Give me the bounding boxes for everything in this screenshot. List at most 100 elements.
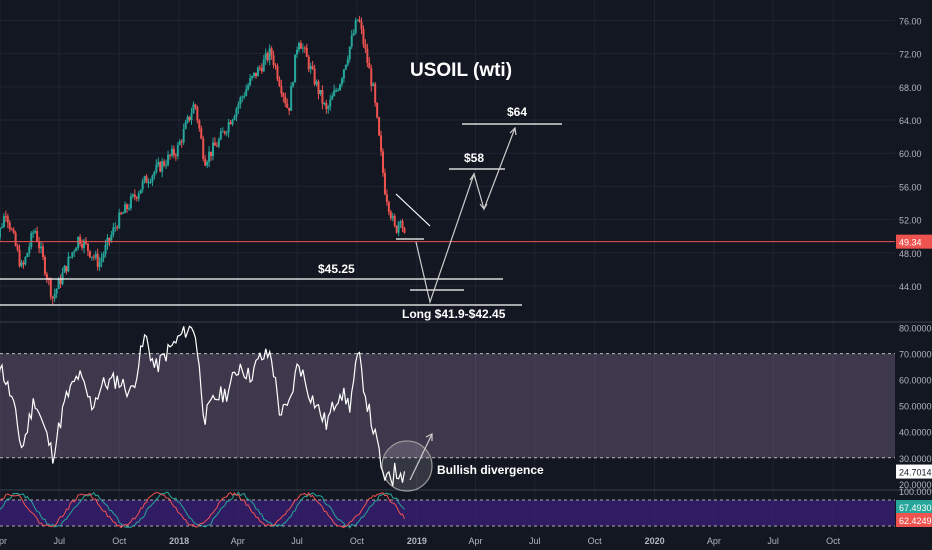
candle-body xyxy=(258,67,261,69)
candles xyxy=(0,15,406,305)
candle-body xyxy=(165,165,168,167)
candle-body xyxy=(342,69,345,79)
candle-body xyxy=(172,148,175,156)
candle-body xyxy=(272,55,275,66)
candle-body xyxy=(114,227,117,229)
candle-body xyxy=(305,47,308,57)
candle-body xyxy=(376,102,379,118)
candle-body xyxy=(210,151,213,156)
candle-body xyxy=(124,204,127,214)
candle-body xyxy=(0,227,3,229)
candle-body xyxy=(90,256,93,258)
stoch-lines xyxy=(0,491,405,529)
candle-body xyxy=(155,164,158,172)
wedge-top-line xyxy=(395,193,431,227)
candle-body xyxy=(397,222,400,233)
price-axis-label: 56.00 xyxy=(899,182,922,192)
candle-body xyxy=(270,48,273,56)
price-axis-label: 68.00 xyxy=(899,83,922,93)
rsi-axis-label: 30.0000 xyxy=(899,454,932,464)
candle-body xyxy=(118,212,121,229)
candle-body xyxy=(401,221,404,229)
candle-body xyxy=(245,89,248,96)
price-axis-label: 52.00 xyxy=(899,216,922,226)
candle-body xyxy=(370,68,373,86)
candle-body xyxy=(94,253,97,258)
price-axis-label: 72.00 xyxy=(899,50,922,60)
candle-body xyxy=(104,244,107,255)
candle-body xyxy=(206,161,209,166)
candle-body xyxy=(18,249,21,267)
time-axis-label: Apr xyxy=(707,536,721,546)
candle-body xyxy=(45,274,48,279)
candle-body xyxy=(98,262,101,267)
candle-body xyxy=(274,65,277,67)
candle-body xyxy=(372,83,375,86)
candle-body xyxy=(247,85,250,90)
candle-body xyxy=(59,278,62,284)
candle-body xyxy=(6,216,9,223)
candle-body xyxy=(307,56,310,70)
candle-body xyxy=(161,161,164,172)
candle-body xyxy=(38,241,41,249)
label-target-58: $58 xyxy=(464,151,484,165)
candle-body xyxy=(329,99,332,107)
candle-body xyxy=(286,103,289,108)
candle-body xyxy=(149,181,152,183)
time-axis-label: 2020 xyxy=(645,536,665,546)
candle-body xyxy=(131,194,134,197)
divergence-circle xyxy=(381,440,433,492)
candle-body xyxy=(213,142,216,146)
candle-body xyxy=(346,59,349,65)
candle-body xyxy=(233,116,236,120)
candle-body xyxy=(102,254,105,259)
candle-body xyxy=(0,227,1,238)
candle-body xyxy=(296,49,299,55)
time-axis[interactable]: Apr Jul Oct 2018 Apr Jul Oct 2019 Apr Jul Oct 2020 A… xyxy=(0,536,841,546)
candle-body xyxy=(358,19,361,22)
candle-body xyxy=(389,211,392,219)
candle-body xyxy=(16,245,19,250)
candle-body xyxy=(243,95,246,97)
rsi-axis-label: 70.0000 xyxy=(899,350,932,360)
candle-body xyxy=(385,194,388,202)
time-axis-label: Jul xyxy=(291,536,303,546)
candle-body xyxy=(219,131,222,140)
candle-body xyxy=(327,106,330,110)
time-axis-label: 2018 xyxy=(169,536,189,546)
candle-body xyxy=(200,128,203,139)
candle-body xyxy=(362,29,365,45)
candle-body xyxy=(153,171,156,176)
candle-body xyxy=(10,228,13,230)
candle-body xyxy=(223,131,226,134)
stoch-path xyxy=(0,491,405,529)
candle-body xyxy=(313,68,316,85)
candle-body xyxy=(96,253,99,267)
candle-body xyxy=(176,144,179,157)
candle-body xyxy=(157,162,160,165)
price-axis-label: 64.00 xyxy=(899,116,922,126)
candle-body xyxy=(288,107,291,111)
candle-body xyxy=(337,90,340,92)
candle-body xyxy=(319,89,322,94)
candle-body xyxy=(241,96,244,98)
candle-body xyxy=(215,145,218,147)
candle-body xyxy=(352,33,355,36)
candle-body xyxy=(339,84,342,91)
candle-body xyxy=(364,44,367,49)
candle-body xyxy=(237,104,240,109)
candle-body xyxy=(356,19,359,21)
candle-body xyxy=(167,154,170,166)
time-axis-label: Jul xyxy=(767,536,779,546)
label-long-zone: Long $41.9-$42.45 xyxy=(402,307,506,321)
candle-body xyxy=(378,117,381,136)
candle-body xyxy=(395,225,398,233)
candle-body xyxy=(186,116,189,123)
candle-body xyxy=(65,265,68,272)
candle-body xyxy=(366,48,369,63)
candle-body xyxy=(292,82,295,87)
price-axis[interactable]: 76.00 72.00 68.00 64.00 60.00 56.00 52.00 48.00… xyxy=(899,16,932,497)
candle-body xyxy=(333,90,336,97)
candle-body xyxy=(30,232,33,247)
